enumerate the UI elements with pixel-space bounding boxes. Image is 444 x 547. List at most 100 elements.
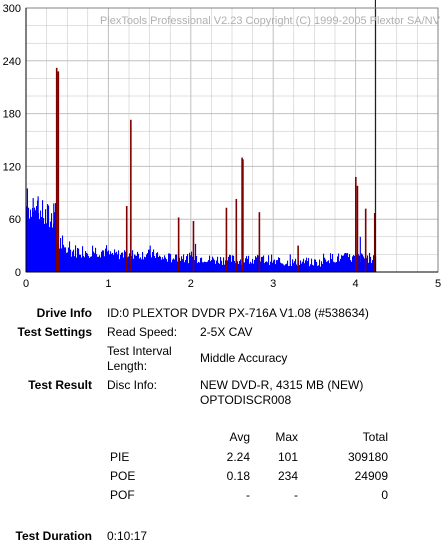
pie-bar — [233, 255, 235, 272]
pie-bar — [83, 255, 85, 272]
pie-bar — [202, 262, 204, 272]
pie-bar — [174, 259, 176, 272]
poe-spike — [177, 217, 180, 272]
pie-bar — [139, 258, 141, 272]
pie-bar — [287, 260, 289, 272]
pie-bar — [163, 259, 165, 272]
pie-bar — [188, 263, 190, 272]
pie-bar — [320, 266, 322, 272]
pie-bar — [183, 254, 185, 272]
pie-bar — [334, 262, 336, 272]
pie-bar — [239, 260, 241, 272]
pie-bar — [256, 257, 258, 272]
pie-bar — [67, 252, 69, 272]
pie-bar — [117, 254, 119, 272]
pie-bar — [196, 256, 198, 272]
pie-bar — [136, 255, 138, 272]
pie-bar — [190, 255, 192, 272]
pie-bar — [343, 255, 345, 272]
pie-bar — [141, 259, 143, 272]
pie-bar — [232, 255, 234, 272]
pie-bar — [112, 252, 114, 272]
pie-bar — [316, 262, 318, 272]
pie-bar — [75, 245, 77, 272]
pie-bar — [237, 261, 239, 272]
drive-info-label: Drive Info — [36, 306, 92, 320]
pie-bar — [94, 253, 96, 272]
pie-bar — [144, 256, 146, 272]
pie-bar — [40, 210, 42, 272]
pie-bar — [81, 257, 83, 272]
pie-bar — [296, 264, 298, 272]
pie-bar — [325, 259, 327, 272]
pie-bar — [204, 261, 206, 272]
poe-spike — [241, 157, 243, 272]
pie-bar — [95, 247, 97, 272]
pie-bar — [255, 256, 257, 272]
pie-bar — [219, 263, 221, 272]
pie-series — [26, 188, 377, 272]
pie-bar — [321, 261, 323, 272]
pie-bar — [82, 246, 84, 272]
pie-bar — [101, 251, 103, 272]
pie-bar — [191, 251, 193, 272]
pie-bar — [71, 256, 73, 272]
pie-bar — [273, 260, 275, 272]
pie-peak — [26, 188, 29, 272]
pie-bar — [122, 252, 124, 272]
pie-bar — [102, 250, 104, 272]
pie-bar — [85, 251, 87, 272]
pie-bar — [209, 255, 211, 272]
pie-bar — [317, 265, 319, 272]
stats-row-name: POE — [110, 469, 136, 483]
pie-bar — [313, 265, 315, 272]
pie-bar — [96, 254, 98, 272]
pie-bar — [149, 249, 151, 272]
pie-bar — [87, 253, 89, 272]
poe-spike — [364, 208, 367, 272]
pie-bar — [84, 257, 86, 272]
pie-bar — [140, 257, 142, 272]
pie-bar — [79, 254, 81, 272]
pie-bar — [105, 248, 107, 272]
pie-bar — [310, 264, 312, 272]
pie-bar — [353, 255, 355, 272]
poe-spike — [258, 212, 261, 272]
pie-bar — [203, 262, 205, 272]
pie-bar — [349, 254, 351, 272]
pie-bar — [66, 252, 68, 272]
chart-grid — [25, 7, 439, 273]
pie-bar — [282, 263, 284, 272]
pie-bar — [305, 260, 307, 272]
pie-bar — [52, 227, 54, 272]
pie-bar — [368, 262, 370, 272]
pie-bar — [64, 247, 66, 272]
pie-bar — [329, 263, 331, 272]
pie-bar — [306, 257, 308, 272]
pie-bar — [97, 256, 99, 272]
pie-bar — [176, 254, 178, 272]
poe-spike — [356, 185, 359, 272]
pie-bar — [45, 209, 47, 272]
pie-bar — [276, 260, 278, 272]
pie-bar — [46, 223, 48, 272]
pie-bar — [254, 259, 256, 272]
pie-bar — [120, 254, 122, 272]
pie-bar — [229, 254, 231, 272]
pie-bar — [361, 253, 363, 272]
pie-bar — [128, 256, 130, 272]
pie-bar — [107, 251, 109, 272]
pie-bar — [299, 265, 301, 272]
pie-bar — [311, 258, 313, 272]
pie-bar — [182, 259, 184, 272]
pie-bar — [364, 258, 366, 272]
pie-bar — [214, 260, 216, 272]
pie-bar — [115, 252, 117, 272]
pie-bar — [319, 259, 321, 272]
pie-bar — [86, 252, 88, 272]
pie-bar — [315, 259, 317, 272]
pie-bar — [73, 249, 75, 272]
pie-bar — [167, 261, 169, 272]
pie-bar — [230, 255, 232, 272]
pie-bar — [186, 256, 188, 272]
